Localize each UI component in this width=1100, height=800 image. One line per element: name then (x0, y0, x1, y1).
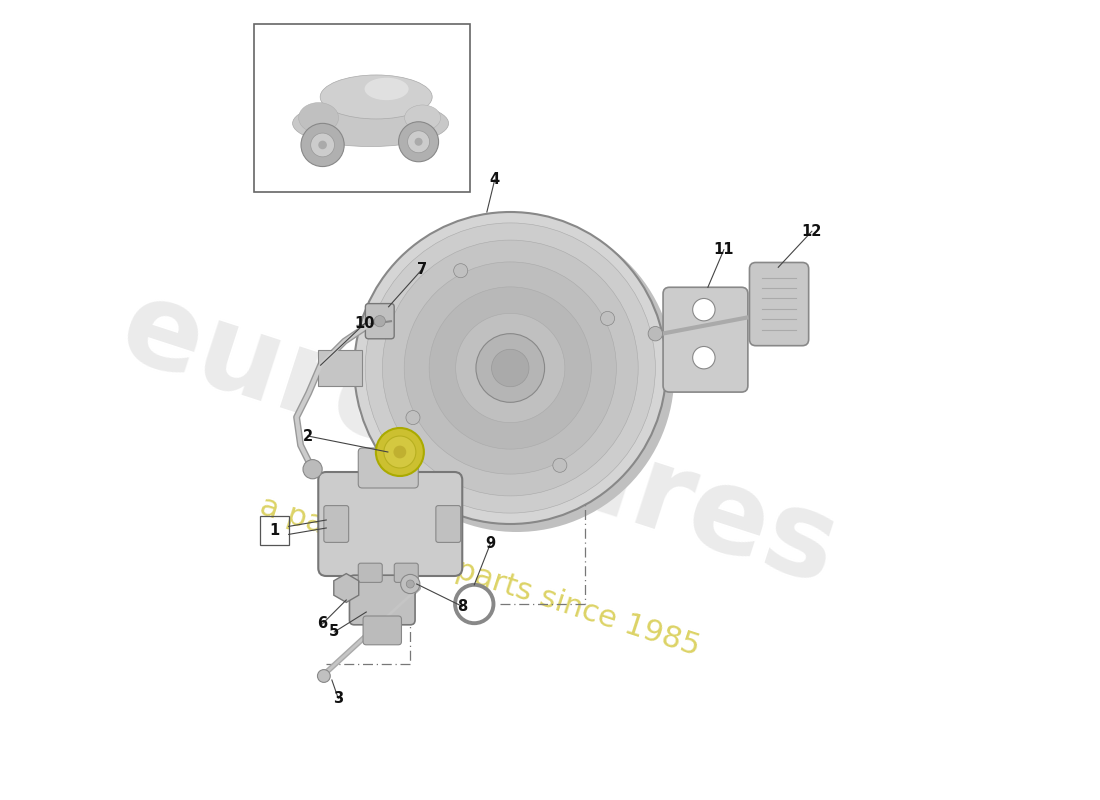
Circle shape (376, 428, 424, 476)
Text: 1: 1 (270, 523, 279, 538)
Circle shape (406, 580, 415, 588)
FancyBboxPatch shape (663, 287, 748, 392)
Circle shape (453, 264, 468, 278)
Circle shape (492, 350, 529, 386)
FancyBboxPatch shape (394, 563, 418, 582)
FancyBboxPatch shape (323, 506, 349, 542)
Circle shape (302, 459, 322, 478)
Bar (318, 350, 362, 386)
Circle shape (400, 574, 420, 594)
Text: 11: 11 (714, 242, 734, 257)
Text: a passion for parts since 1985: a passion for parts since 1985 (256, 491, 704, 661)
Text: 2: 2 (302, 429, 312, 443)
Text: 3: 3 (333, 691, 343, 706)
Circle shape (648, 326, 662, 341)
FancyBboxPatch shape (350, 575, 415, 625)
Circle shape (455, 314, 565, 422)
Circle shape (404, 262, 616, 474)
Circle shape (553, 458, 566, 472)
Circle shape (365, 223, 656, 513)
Circle shape (383, 240, 638, 496)
FancyBboxPatch shape (363, 616, 402, 645)
Circle shape (374, 315, 385, 326)
Circle shape (310, 133, 334, 157)
Circle shape (693, 346, 715, 369)
Text: 6: 6 (317, 617, 328, 631)
Text: 7: 7 (417, 262, 427, 277)
Text: 10: 10 (354, 316, 375, 331)
Text: 12: 12 (802, 224, 822, 238)
Text: 9: 9 (485, 537, 495, 551)
FancyBboxPatch shape (436, 506, 461, 542)
Ellipse shape (405, 105, 441, 130)
Circle shape (318, 141, 327, 150)
Circle shape (408, 130, 430, 153)
Polygon shape (333, 574, 359, 602)
FancyBboxPatch shape (318, 472, 462, 576)
Circle shape (406, 410, 420, 425)
Circle shape (394, 446, 406, 458)
Ellipse shape (298, 102, 339, 133)
Circle shape (384, 436, 416, 468)
Circle shape (415, 138, 422, 146)
Circle shape (398, 122, 439, 162)
Circle shape (318, 670, 330, 682)
Text: 8: 8 (458, 599, 468, 614)
Circle shape (301, 123, 344, 166)
Circle shape (354, 212, 667, 524)
Ellipse shape (320, 75, 432, 119)
Circle shape (476, 334, 544, 402)
FancyBboxPatch shape (359, 448, 418, 488)
FancyBboxPatch shape (749, 262, 808, 346)
FancyBboxPatch shape (359, 563, 383, 582)
Circle shape (693, 298, 715, 321)
Text: 4: 4 (490, 173, 499, 187)
FancyBboxPatch shape (365, 303, 394, 339)
Bar (254, 24, 471, 192)
Circle shape (429, 287, 592, 449)
Circle shape (601, 311, 615, 326)
Text: 5: 5 (329, 625, 340, 639)
Ellipse shape (293, 100, 449, 146)
Text: eurospares: eurospares (108, 270, 852, 610)
Ellipse shape (364, 78, 408, 100)
Circle shape (359, 217, 674, 532)
